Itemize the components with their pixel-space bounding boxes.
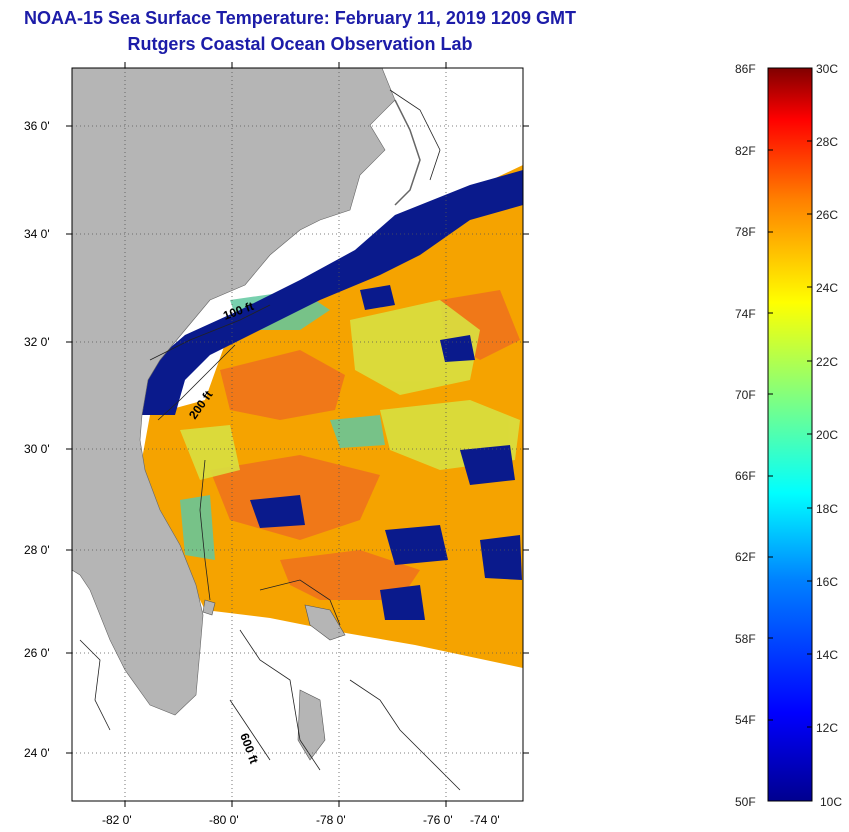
- lon-label: -78 0': [316, 813, 346, 827]
- contour-line: [149, 304, 271, 361]
- lat-label: 32 0': [24, 335, 50, 349]
- celsius-label: 28C: [816, 135, 838, 149]
- cold-patch: [385, 525, 448, 565]
- lat-label: 24 0': [24, 746, 50, 760]
- celsius-label: 30C: [816, 62, 838, 76]
- mid-patch: [350, 300, 480, 395]
- fahrenheit-label: 50F: [735, 795, 756, 809]
- celsius-label: 24C: [816, 281, 838, 295]
- cold-patch: [360, 285, 395, 310]
- celsius-labels: 30C 28C 26C 24C 22C 20C 18C 16C 14C 12C …: [816, 62, 842, 809]
- lon-label: -82 0': [102, 813, 132, 827]
- lon-label: -80 0': [209, 813, 239, 827]
- lat-label: 28 0': [24, 543, 50, 557]
- fahrenheit-label: 58F: [735, 632, 756, 646]
- island: [304, 604, 346, 641]
- cold-patch: [250, 495, 305, 528]
- celsius-label: 10C: [820, 795, 842, 809]
- fahrenheit-labels: 86F 82F 78F 74F 70F 66F 62F 58F 54F 50F: [735, 62, 756, 809]
- bahamas-islands: [202, 599, 346, 761]
- lat-label: 36 0': [24, 119, 50, 133]
- fahrenheit-label: 62F: [735, 550, 756, 564]
- land-mainland: [72, 68, 396, 716]
- warm-patch: [220, 350, 345, 420]
- celsius-label: 26C: [816, 208, 838, 222]
- celsius-label: 20C: [816, 428, 838, 442]
- cold-patch: [380, 585, 425, 620]
- colorbar: 86F 82F 78F 74F 70F 66F 62F 58F 54F 50F …: [735, 62, 842, 809]
- cold-patch: [480, 535, 522, 580]
- colorbar-gradient: [767, 67, 813, 802]
- celsius-label: 14C: [816, 648, 838, 662]
- longitude-labels: -82 0' -80 0' -78 0' -76 0' -74 0': [102, 813, 500, 827]
- contour-line: [79, 639, 111, 731]
- fahrenheit-label: 70F: [735, 388, 756, 402]
- map-panel: 100 ft 200 ft 600 ft: [72, 68, 523, 801]
- fahrenheit-label: 54F: [735, 713, 756, 727]
- axis-ticks: [66, 62, 529, 807]
- fahrenheit-label: 66F: [735, 469, 756, 483]
- lat-label: 26 0': [24, 646, 50, 660]
- celsius-label: 22C: [816, 355, 838, 369]
- warm-patch: [280, 550, 420, 600]
- contour-line: [199, 459, 211, 601]
- map-subtitle: Rutgers Coastal Ocean Observation Lab: [127, 34, 473, 54]
- lon-label: -74 0': [470, 813, 500, 827]
- lat-label: 30 0': [24, 442, 50, 456]
- celsius-label: 16C: [816, 575, 838, 589]
- contour-line: [259, 579, 341, 626]
- fahrenheit-label: 82F: [735, 144, 756, 158]
- map-title: NOAA-15 Sea Surface Temperature: Februar…: [24, 8, 576, 28]
- contour-line: [157, 344, 236, 421]
- lon-label: -76 0': [423, 813, 453, 827]
- latitude-labels: 36 0' 34 0' 32 0' 30 0' 28 0' 26 0' 24 0…: [24, 119, 50, 760]
- island: [202, 599, 216, 616]
- celsius-label: 18C: [816, 502, 838, 516]
- green-patch: [180, 495, 215, 560]
- fahrenheit-label: 78F: [735, 225, 756, 239]
- cold-patch: [460, 445, 515, 485]
- fahrenheit-label: 74F: [735, 307, 756, 321]
- contour-line: [389, 89, 441, 181]
- colorbar-ticks: [768, 140, 812, 728]
- lat-label: 34 0': [24, 227, 50, 241]
- fahrenheit-label: 86F: [735, 62, 756, 76]
- bathymetry-contours: [79, 89, 461, 791]
- outer-banks: [394, 99, 421, 206]
- contour-line: [349, 679, 461, 791]
- map-frame: [71, 67, 524, 802]
- contour-line: [239, 629, 321, 771]
- cold-band: [140, 170, 523, 415]
- mid-patch: [180, 425, 240, 480]
- celsius-label: 12C: [816, 721, 838, 735]
- green-patch: [330, 415, 385, 448]
- contour-line: [229, 699, 271, 761]
